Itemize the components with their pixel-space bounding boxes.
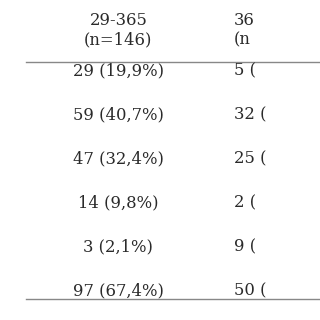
Text: 36: 36 (234, 12, 254, 29)
Text: 97 (67,4%): 97 (67,4%) (73, 283, 164, 300)
Text: 32 (: 32 ( (234, 106, 266, 123)
Text: (n: (n (234, 31, 251, 49)
Text: 9 (: 9 ( (234, 238, 256, 256)
Text: 25 (: 25 ( (234, 150, 266, 167)
Text: 59 (40,7%): 59 (40,7%) (73, 106, 164, 123)
Text: 47 (32,4%): 47 (32,4%) (73, 150, 164, 167)
Text: 29 (19,9%): 29 (19,9%) (73, 62, 164, 79)
Text: 3 (2,1%): 3 (2,1%) (84, 238, 153, 256)
Text: 14 (9,8%): 14 (9,8%) (78, 194, 159, 212)
Text: (n=146): (n=146) (84, 31, 153, 49)
Text: 5 (: 5 ( (234, 62, 256, 79)
Text: 50 (: 50 ( (234, 283, 266, 300)
Text: 2 (: 2 ( (234, 194, 256, 212)
Text: 29-365: 29-365 (90, 12, 147, 29)
